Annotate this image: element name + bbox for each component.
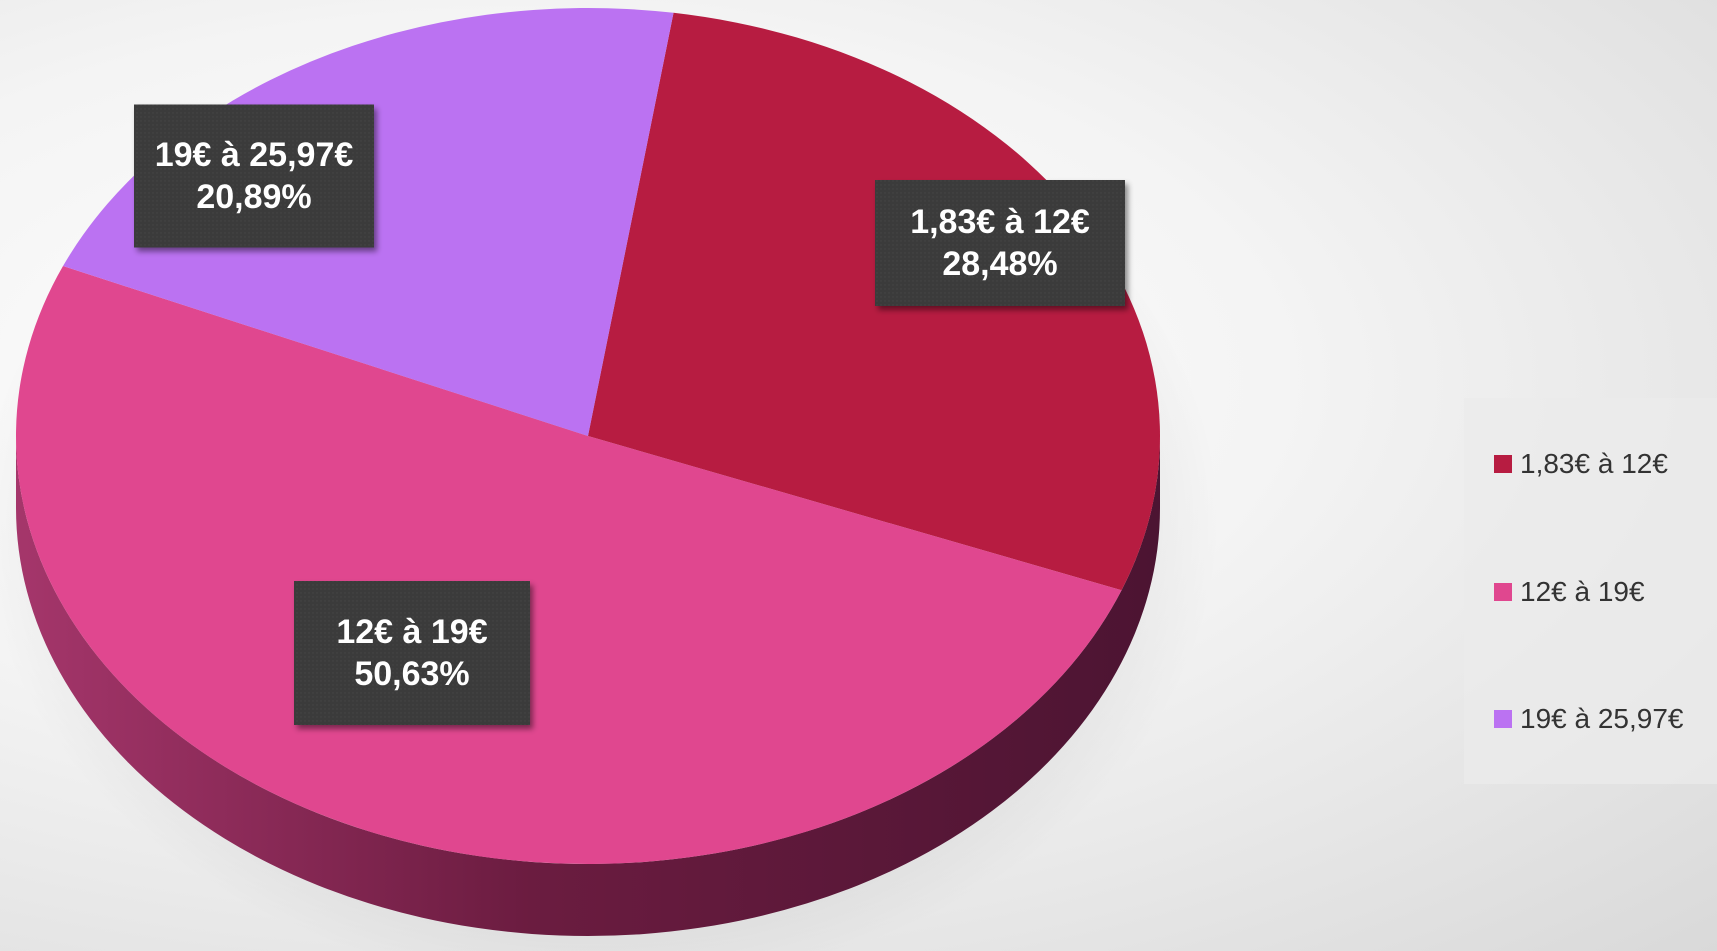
slice-category-label: 1,83€ à 12€ bbox=[910, 203, 1090, 241]
slice-percent-label: 50,63% bbox=[354, 655, 469, 693]
legend-swatch bbox=[1494, 710, 1512, 728]
legend-label: 12€ à 19€ bbox=[1520, 576, 1645, 607]
pie-side-wall bbox=[16, 436, 1160, 936]
legend-swatch bbox=[1494, 583, 1512, 601]
legend-item: 1,83€ à 12€ bbox=[1494, 448, 1668, 480]
legend-label: 19€ à 25,97€ bbox=[1520, 703, 1684, 734]
pie-slice bbox=[588, 12, 1160, 591]
slice-category-label: 19€ à 25,97€ bbox=[155, 136, 354, 174]
slice-label-box bbox=[294, 581, 530, 725]
slice-percent-label: 20,89% bbox=[196, 178, 311, 216]
slice-data-label: 12€ à 19€ 50,63% bbox=[294, 581, 530, 725]
legend-item: 12€ à 19€ bbox=[1494, 576, 1645, 608]
legend-swatch bbox=[1494, 455, 1512, 473]
slice-label-box bbox=[875, 180, 1125, 306]
legend-label: 1,83€ à 12€ bbox=[1520, 448, 1668, 479]
slice-percent-label: 28,48% bbox=[942, 245, 1057, 283]
slice-label-box bbox=[134, 104, 374, 248]
slice-data-label: 19€ à 25,97€ 20,89% bbox=[134, 104, 374, 248]
legend-item: 19€ à 25,97€ bbox=[1494, 703, 1684, 735]
legend: 1,83€ à 12€ 12€ à 19€ 19€ à 25,97€ bbox=[1464, 398, 1717, 784]
pie-slice bbox=[15, 266, 1122, 865]
slice-data-label: 1,83€ à 12€ 28,48% bbox=[875, 180, 1125, 306]
slice-category-label: 12€ à 19€ bbox=[336, 613, 487, 651]
pie-data-labels: 1,83€ à 12€ 28,48% 12€ à 19€ 50,63% 19€ à 25… bbox=[134, 104, 1125, 725]
